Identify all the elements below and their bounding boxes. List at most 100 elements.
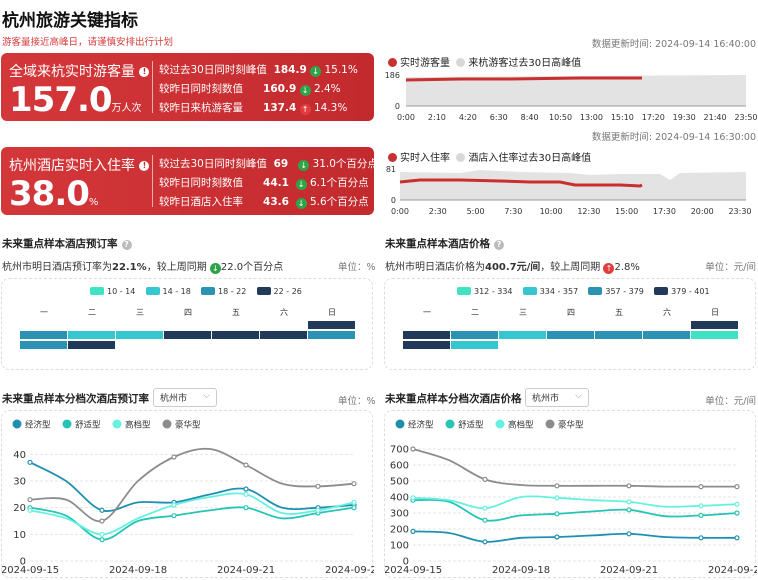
- city-select[interactable]: 杭州市 ⌵: [525, 388, 589, 407]
- down-arrow-icon: ↓: [299, 85, 311, 96]
- x-tick-label: 20:00: [691, 207, 714, 216]
- heatmap-cell: [691, 321, 738, 329]
- hotel-chart-legend: 实时入住率 酒店入住率过去30日高峰值: [388, 149, 591, 164]
- data-point[interactable]: [482, 476, 488, 483]
- data-point[interactable]: [734, 483, 740, 490]
- legend-item[interactable]: 舒适型: [62, 419, 102, 431]
- svg-text:豪华型: 豪华型: [558, 420, 584, 431]
- heatmap-cell: [451, 341, 498, 349]
- grade-booking-chart: 经济型 舒适型 高档型 豪华型 0 10 20 30 40 2024-09-15 2024-09-1…: [2, 419, 374, 576]
- tourist-row-peak: 较过去30日同时刻峰值 184.9 ↓ 15.1%: [159, 64, 358, 77]
- svg-text:经济型: 经济型: [408, 420, 434, 431]
- data-point[interactable]: [99, 518, 105, 524]
- data-point[interactable]: [626, 507, 632, 513]
- series-line: [29, 461, 355, 512]
- x-tick-label: 2024-09-18: [492, 565, 550, 576]
- x-tick-label: 2024-09-24: [708, 565, 757, 576]
- up-arrow-icon: ↑: [603, 263, 615, 274]
- data-point[interactable]: [626, 531, 632, 537]
- day-label: 二: [88, 308, 96, 317]
- help-icon[interactable]: ?: [494, 240, 504, 250]
- hotel-row-yesterday-total: 较昨日酒店入住率 43.6 ↓ 5.6个百分点: [159, 196, 369, 209]
- legend-item[interactable]: 高档型: [112, 419, 152, 431]
- data-point[interactable]: [554, 511, 560, 517]
- data-point[interactable]: [315, 507, 321, 513]
- grade-booking-title: 未来重点样本分档次酒店预订率: [2, 393, 149, 405]
- y-tick-label: 81: [386, 165, 396, 174]
- price-heatmap: 一二三四五六日: [403, 307, 738, 349]
- data-point[interactable]: [27, 497, 33, 503]
- data-point[interactable]: [315, 483, 321, 489]
- data-point[interactable]: [171, 454, 177, 460]
- data-point[interactable]: [99, 507, 105, 513]
- data-point[interactable]: [410, 495, 416, 501]
- heatmap-cell: [403, 341, 450, 349]
- data-point[interactable]: [482, 517, 488, 523]
- data-point[interactable]: [734, 535, 740, 541]
- data-point[interactable]: [243, 491, 249, 497]
- down-arrow-icon: ↓: [295, 198, 307, 209]
- tourist-value: 157.0万人次: [9, 80, 142, 120]
- data-point[interactable]: [554, 483, 560, 489]
- x-tick-label: 10:00: [540, 207, 563, 216]
- data-point[interactable]: [27, 459, 33, 465]
- data-point[interactable]: [243, 462, 249, 468]
- x-tick-label: 19:30: [673, 113, 696, 122]
- x-tick-label: 2024-09-15: [385, 565, 442, 576]
- data-point[interactable]: [554, 534, 560, 540]
- data-point[interactable]: [410, 528, 416, 535]
- data-point[interactable]: [626, 483, 632, 489]
- x-tick-label: 12:30: [577, 207, 600, 216]
- data-point[interactable]: [99, 537, 105, 543]
- grade-price-panel: 经济型 舒适型 高档型 豪华型 0 100 200 300 400 500 600 700 2024-0…: [384, 410, 757, 578]
- data-point[interactable]: [482, 539, 488, 545]
- data-point[interactable]: [698, 503, 704, 509]
- data-point[interactable]: [482, 505, 488, 511]
- data-point[interactable]: [734, 510, 740, 516]
- day-label: 四: [567, 308, 575, 317]
- legend-item[interactable]: 高档型: [495, 419, 535, 431]
- data-point[interactable]: [734, 501, 740, 507]
- legend-item[interactable]: 经济型: [395, 419, 435, 431]
- data-point[interactable]: [626, 499, 632, 505]
- info-icon[interactable]: !: [139, 161, 150, 171]
- x-tick-label: 2024-09-24: [325, 565, 374, 576]
- svg-text:舒适型: 舒适型: [458, 420, 484, 431]
- x-tick-label: 2024-09-15: [2, 565, 59, 576]
- x-tick-label: 8:40: [521, 113, 539, 122]
- series-line: [412, 495, 738, 510]
- heatmap-cell: [451, 331, 498, 339]
- data-point[interactable]: [243, 486, 249, 492]
- x-tick-label: 6:30: [490, 113, 508, 122]
- info-icon[interactable]: !: [139, 67, 150, 77]
- heatmap-cell: [164, 331, 211, 339]
- y-tick-label: 0: [20, 557, 26, 568]
- hotel-updated-time: 数据更新时间: 2024-09-14 16:30:00: [591, 132, 756, 143]
- data-point[interactable]: [27, 507, 33, 513]
- data-point[interactable]: [351, 499, 357, 505]
- legend-item[interactable]: 豪华型: [162, 419, 202, 431]
- data-point[interactable]: [171, 502, 177, 508]
- data-point[interactable]: [698, 483, 704, 490]
- data-point[interactable]: [351, 505, 357, 511]
- price-heatmap-panel: 312 - 334 334 - 357 357 - 379 379 - 401 …: [384, 278, 756, 370]
- data-point[interactable]: [351, 481, 357, 487]
- x-tick-label: 2:30: [429, 207, 447, 216]
- legend-item[interactable]: 舒适型: [445, 419, 485, 431]
- city-select[interactable]: 杭州市 ⌵: [153, 388, 217, 407]
- data-point[interactable]: [171, 513, 177, 519]
- help-icon[interactable]: ?: [121, 240, 132, 250]
- data-point[interactable]: [554, 495, 560, 501]
- data-point[interactable]: [410, 446, 416, 452]
- heatmap-cell: [68, 341, 115, 349]
- grade-booking-unit: 单位：%: [338, 396, 376, 407]
- series-line: [29, 492, 355, 536]
- legend-item[interactable]: 豪华型: [545, 419, 585, 431]
- data-point[interactable]: [243, 505, 249, 511]
- data-point[interactable]: [99, 531, 105, 537]
- data-point[interactable]: [698, 512, 704, 519]
- legend-item[interactable]: 经济型: [12, 419, 52, 431]
- heatmap-cell: [20, 341, 67, 349]
- data-point[interactable]: [698, 535, 704, 541]
- x-tick-label: 4:20: [459, 113, 477, 122]
